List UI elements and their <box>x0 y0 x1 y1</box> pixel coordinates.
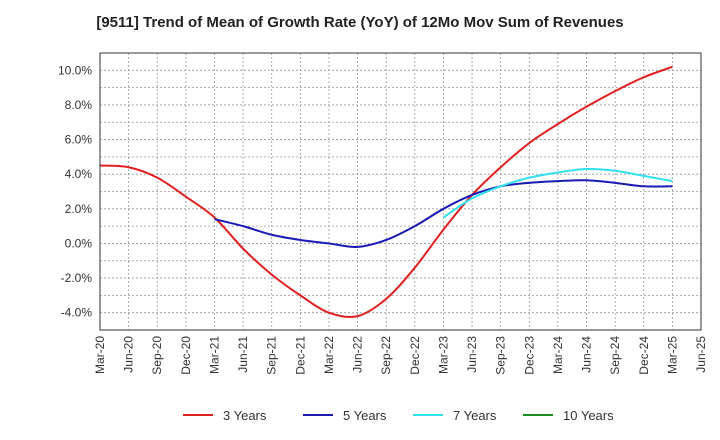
x-tick-label: Dec-24 <box>637 336 651 375</box>
legend: 3 Years 5 Years 7 Years 10 Years <box>183 408 614 423</box>
x-tick-label: Jun-23 <box>465 336 479 373</box>
x-tick-label: Jun-24 <box>580 336 594 373</box>
x-tick-label: Mar-25 <box>665 336 679 374</box>
x-tick-label: Sep-21 <box>265 336 279 375</box>
legend-label-10-years: 10 Years <box>563 408 614 423</box>
chart-title: [9511] Trend of Mean of Growth Rate (YoY… <box>96 14 624 31</box>
x-tick-label: Jun-25 <box>694 336 708 373</box>
x-tick-label: Jun-22 <box>351 336 365 373</box>
legend-label-3-years: 3 Years <box>223 408 267 423</box>
x-tick-label: Mar-23 <box>436 336 450 374</box>
legend-label-7-years: 7 Years <box>453 408 497 423</box>
series-line-3-years <box>99 65 673 319</box>
x-tick-label: Jun-21 <box>236 336 250 373</box>
y-tick-label: 0.0% <box>65 236 93 250</box>
y-tick-label: -2.0% <box>61 271 93 285</box>
x-tick-label: Mar-20 <box>93 336 107 374</box>
plot-frame <box>99 52 702 331</box>
x-tick-label: Sep-23 <box>494 336 508 375</box>
x-tick-label: Dec-21 <box>293 336 307 375</box>
y-axis-ticks: 10.0% 8.0% 6.0% 4.0% 2.0% 0.0% -2.0% -4.0% <box>58 63 92 319</box>
x-tick-label: Sep-20 <box>150 336 164 375</box>
legend-label-5-years: 5 Years <box>343 408 387 423</box>
x-tick-label: Sep-22 <box>379 336 393 375</box>
x-tick-label: Jun-20 <box>122 336 136 373</box>
y-tick-label: 10.0% <box>58 63 92 77</box>
grid-layer <box>100 53 701 330</box>
x-tick-label: Dec-20 <box>179 336 193 375</box>
y-tick-label: 8.0% <box>65 98 93 112</box>
x-tick-label: Dec-23 <box>522 336 536 375</box>
x-tick-label: Mar-24 <box>551 336 565 374</box>
x-tick-label: Mar-22 <box>322 336 336 374</box>
x-tick-label: Dec-22 <box>408 336 422 375</box>
y-tick-label: -4.0% <box>61 306 93 320</box>
x-tick-label: Mar-21 <box>207 336 221 374</box>
series-layer <box>99 65 673 319</box>
y-tick-label: 4.0% <box>65 167 93 181</box>
series-line-7-years <box>442 167 673 219</box>
series-line-5-years <box>214 179 673 248</box>
x-tick-label: Sep-24 <box>608 336 622 375</box>
x-axis-ticks: Mar-20 Jun-20 Sep-20 Dec-20 Mar-21 Jun-21 Sep-… <box>93 336 708 375</box>
y-tick-label: 6.0% <box>65 133 93 147</box>
y-tick-label: 2.0% <box>65 202 93 216</box>
